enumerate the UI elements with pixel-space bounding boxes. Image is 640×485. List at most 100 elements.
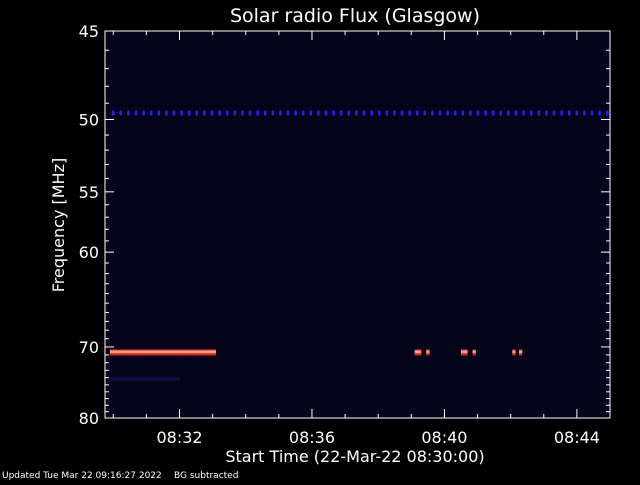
- noise-stripe: [227, 32, 229, 417]
- noise-stripe: [587, 32, 589, 417]
- noise-stripe: [507, 32, 509, 417]
- y-tick-label: 45: [79, 22, 99, 41]
- emission-dot: [431, 110, 434, 116]
- noise-stripe: [479, 32, 481, 417]
- emission-dot: [180, 110, 183, 116]
- emission-dot: [309, 110, 313, 116]
- emission-dot: [522, 110, 525, 116]
- footer-bg-note: BG subtracted: [174, 471, 238, 480]
- noise-stripe: [151, 32, 153, 417]
- noise-stripe: [199, 32, 201, 417]
- noise-stripe: [539, 32, 541, 417]
- emission-dot: [134, 110, 138, 116]
- noise-stripe: [555, 32, 557, 417]
- noise-stripe: [147, 32, 149, 417]
- noise-stripe: [367, 32, 369, 417]
- emission-dot: [203, 110, 206, 116]
- noise-stripe: [279, 32, 281, 417]
- emission-burst: [414, 349, 422, 356]
- noise-stripe: [435, 32, 437, 417]
- noise-stripe: [383, 32, 385, 417]
- noise-stripe: [107, 32, 109, 417]
- emission-dot: [332, 110, 335, 116]
- noise-stripe: [327, 32, 329, 417]
- noise-stripe: [335, 32, 337, 417]
- noise-stripe: [563, 32, 565, 417]
- emission-dot: [317, 110, 320, 116]
- emission-dot: [294, 110, 297, 116]
- noise-stripe: [219, 32, 221, 417]
- noise-stripe: [267, 32, 269, 417]
- noise-stripe: [427, 32, 429, 417]
- noise-stripe: [275, 32, 277, 417]
- emission-dot: [400, 110, 404, 116]
- emission-dot: [415, 110, 419, 116]
- emission-dot: [286, 110, 290, 116]
- noise-stripe: [579, 32, 581, 417]
- noise-stripe: [239, 32, 241, 417]
- emission-dot: [279, 110, 282, 116]
- noise-stripe: [439, 32, 441, 417]
- plot-frame: [104, 30, 611, 419]
- noise-stripe: [171, 32, 173, 417]
- noise-stripe: [115, 32, 117, 417]
- x-axis-label: Start Time (22-Mar-22 08:30:00): [225, 447, 484, 466]
- emission-burst: [518, 349, 523, 356]
- noise-stripe: [143, 32, 145, 417]
- noise-stripe: [463, 32, 465, 417]
- noise-stripe: [431, 32, 433, 417]
- noise-stripe: [351, 32, 353, 417]
- noise-stripe: [247, 32, 249, 417]
- emission-dot: [256, 110, 259, 116]
- faint-emission-band: [109, 377, 180, 381]
- emission-dot: [438, 110, 442, 116]
- noise-stripe: [395, 32, 397, 417]
- noise-stripe: [403, 32, 405, 417]
- emission-dot: [461, 110, 465, 116]
- emission-dot: [408, 110, 411, 116]
- emission-burst: [512, 349, 516, 356]
- emission-dot: [347, 110, 351, 116]
- emission-features: [109, 110, 609, 381]
- noise-stripe: [411, 32, 413, 417]
- noise-stripe: [331, 32, 333, 417]
- noise-stripe: [291, 32, 293, 417]
- noise-stripe: [119, 32, 121, 417]
- emission-dot: [560, 110, 563, 116]
- noise-stripe: [251, 32, 253, 417]
- emission-dot: [484, 110, 487, 116]
- noise-stripe: [111, 32, 113, 417]
- emission-dot: [149, 110, 153, 116]
- noise-stripe: [543, 32, 545, 417]
- noise-stripe: [135, 32, 137, 417]
- chart-title: Solar radio Flux (Glasgow): [230, 5, 480, 27]
- noise-stripe: [191, 32, 193, 417]
- noise-stripe: [203, 32, 205, 417]
- noise-stripe: [323, 32, 325, 417]
- noise-stripe: [123, 32, 125, 417]
- noise-stripe: [159, 32, 161, 417]
- emission-dot: [598, 110, 601, 116]
- y-tick-label: 80: [79, 409, 99, 428]
- emission-dot: [370, 110, 373, 116]
- emission-dot: [218, 110, 221, 116]
- noise-stripe: [287, 32, 289, 417]
- emission-dot: [545, 110, 548, 116]
- emission-dot: [469, 110, 472, 116]
- noise-stripe: [183, 32, 185, 417]
- emission-dot: [476, 110, 480, 116]
- noise-stripe: [127, 32, 129, 417]
- emission-dot: [324, 110, 328, 116]
- noise-stripe: [319, 32, 321, 417]
- emission-dot: [119, 110, 123, 116]
- noise-stripe: [283, 32, 285, 417]
- emission-dot: [552, 110, 556, 116]
- noise-stripe: [391, 32, 393, 417]
- noise-stripe: [271, 32, 273, 417]
- noise-stripe: [347, 32, 349, 417]
- emission-burst: [460, 349, 468, 356]
- noise-stripe: [303, 32, 305, 417]
- emission-dot: [263, 110, 267, 116]
- noise-stripe: [547, 32, 549, 417]
- noise-stripe: [399, 32, 401, 417]
